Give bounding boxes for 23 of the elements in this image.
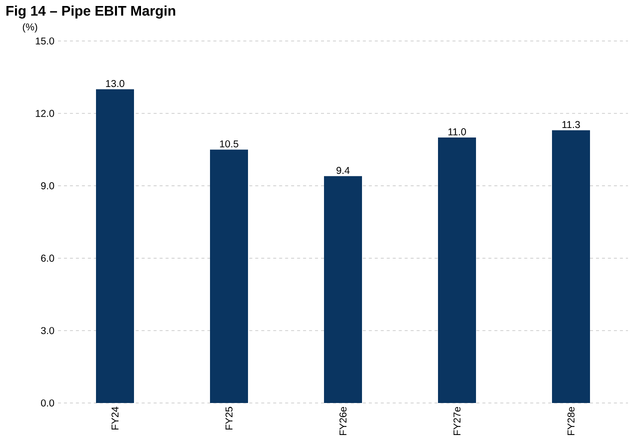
y-tick-label: 0.0 (41, 399, 54, 407)
bar (324, 176, 362, 403)
data-label: 10.5 (220, 140, 238, 148)
data-label: 11.3 (562, 121, 580, 128)
x-tick-label: FY28e (567, 406, 575, 436)
x-tick-label: FY26e (339, 406, 347, 436)
y-tick-label: 12.0 (36, 110, 54, 117)
y-tick-label: 3.0 (41, 327, 54, 334)
x-tick-label: FY25 (225, 406, 233, 430)
x-tick-label: FY27e (453, 406, 461, 436)
bar (96, 89, 134, 403)
y-axis-title: (%) (22, 23, 38, 32)
y-tick-label: 6.0 (41, 254, 54, 262)
bar (552, 130, 590, 403)
chart-title: Fig 14 – Pipe EBIT Margin (6, 6, 176, 19)
x-tick-label: FY24 (112, 406, 118, 430)
data-label: 11.0 (448, 128, 466, 136)
bar (438, 138, 476, 403)
data-label: 9.4 (336, 166, 350, 174)
data-label: 13.0 (106, 80, 124, 88)
y-tick-label: 9.0 (41, 182, 54, 190)
bar (210, 150, 248, 403)
y-tick-label: 15.0 (36, 37, 54, 45)
